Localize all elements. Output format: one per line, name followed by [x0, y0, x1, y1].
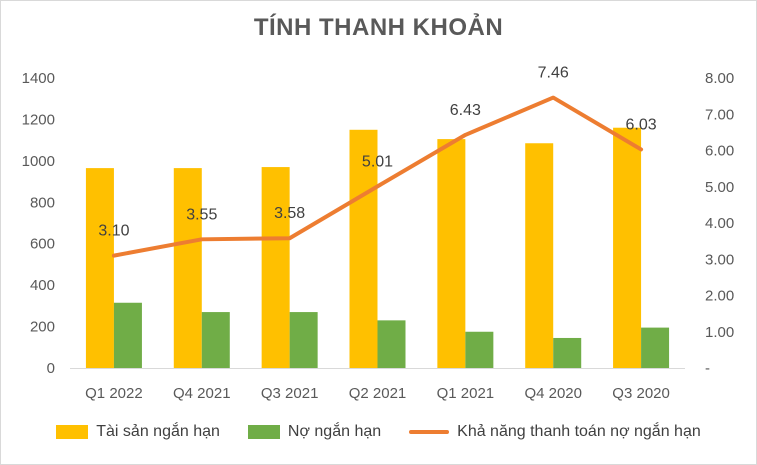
legend-swatch-assets	[56, 425, 89, 439]
y-right-tick-label: 6.00	[705, 143, 734, 160]
chart-title: TÍNH THANH KHOẢN	[253, 14, 504, 41]
x-tick-label: Q3 2020	[612, 385, 670, 402]
x-tick-label: Q1 2022	[85, 385, 143, 402]
bar-liabilities	[641, 327, 670, 368]
y-right-tick-label: 2.00	[705, 288, 734, 305]
x-tick-label: Q4 2021	[173, 385, 231, 402]
y-right-tick-label: 3.00	[705, 251, 734, 268]
bar-assets	[173, 168, 202, 368]
ratio-data-label: 3.10	[98, 223, 129, 240]
bar-liabilities	[465, 331, 494, 368]
y-left-tick-label: 1400	[22, 70, 55, 87]
bar-assets	[613, 127, 642, 368]
legend-swatch-ratio	[409, 430, 450, 434]
y-right-tick-label: 4.00	[705, 215, 734, 232]
legend: Tài sản ngắn hạn Nợ ngắn hạn Khả năng th…	[0, 420, 757, 444]
legend-item-liabilities: Nợ ngắn hạn	[247, 423, 382, 441]
x-tick-label: Q3 2021	[261, 385, 319, 402]
legend-label-ratio: Khả năng thanh toán nợ ngắn hạn	[457, 423, 701, 440]
x-tick-label: Q4 2020	[524, 385, 582, 402]
y-right-tick-label: 7.00	[705, 106, 734, 123]
ratio-data-label: 3.58	[274, 205, 305, 222]
y-left-tick-label: 200	[30, 319, 55, 336]
y-left-tick-label: 1200	[22, 111, 55, 128]
ratio-data-label: 7.46	[538, 65, 569, 82]
y-right-tick-label: 5.00	[705, 179, 734, 196]
y-left-tick-label: 800	[30, 194, 55, 211]
bar-liabilities	[113, 302, 142, 368]
y-right-tick-label: 1.00	[705, 324, 734, 341]
bar-assets	[85, 168, 114, 368]
legend-swatch-liabilities	[247, 425, 280, 439]
bar-assets	[437, 139, 466, 368]
legend-item-assets: Tài sản ngắn hạn	[56, 423, 220, 441]
bar-liabilities	[553, 337, 582, 368]
bar-assets	[349, 129, 378, 368]
y-left-tick-label: 400	[30, 277, 55, 294]
bar-liabilities	[289, 312, 318, 368]
bar-assets	[525, 143, 554, 368]
chart-canvas: 0 200 400 600 800 1000 1200 1400 - 1.00 2.00 3.00 4.…	[22, 65, 735, 402]
bar-liabilities	[377, 320, 406, 368]
bar-assets	[261, 167, 290, 368]
y-left-tick-label: 0	[47, 360, 55, 377]
y-right-tick-label: -	[705, 360, 710, 377]
legend-label-liabilities: Nợ ngắn hạn	[287, 423, 382, 440]
y-left-tick-label: 600	[30, 236, 55, 253]
ratio-data-label: 5.01	[362, 153, 393, 170]
x-tick-label: Q1 2021	[437, 385, 495, 402]
ratio-data-label: 3.55	[186, 206, 217, 223]
ratio-line	[111, 95, 644, 258]
legend-item-ratio: Khả năng thanh toán nợ ngắn hạn	[409, 423, 701, 441]
bar-liabilities	[201, 312, 230, 368]
ratio-data-label: 6.43	[450, 102, 481, 119]
x-tick-label: Q2 2021	[349, 385, 407, 402]
legend-label-assets: Tài sản ngắn hạn	[96, 423, 220, 440]
ratio-data-label: 6.03	[626, 116, 657, 133]
y-left-tick-label: 1000	[22, 153, 55, 170]
y-right-tick-label: 8.00	[705, 70, 734, 87]
